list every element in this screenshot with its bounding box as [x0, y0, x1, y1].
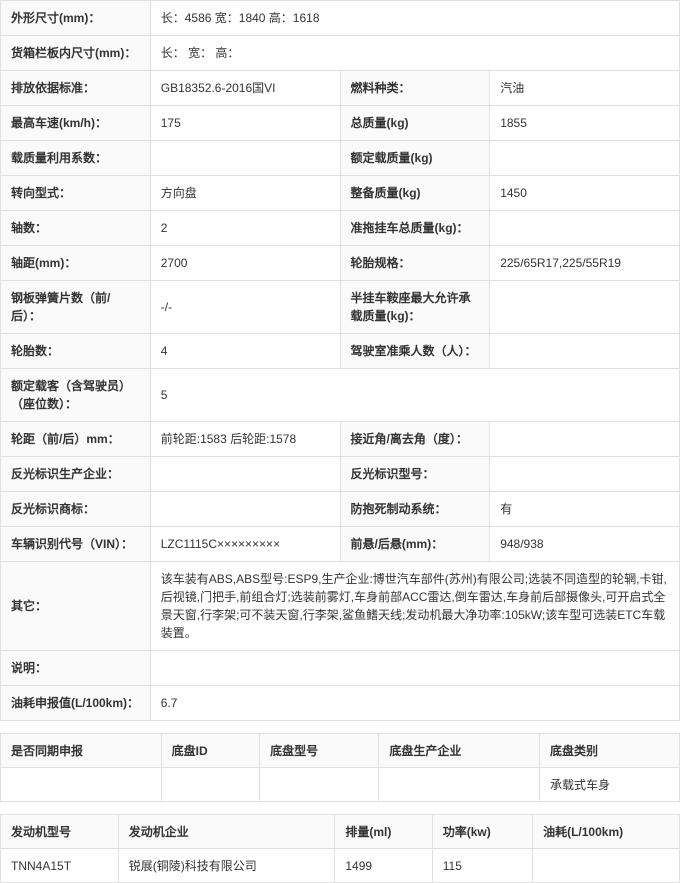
- chassis-v2: [161, 768, 259, 802]
- engine-h2: 发动机企业: [118, 815, 335, 849]
- approach-label: 接近角/离去角（度）：: [340, 422, 490, 457]
- reflectmfr-val: [150, 457, 340, 492]
- tirecount-label: 轮胎数：: [1, 334, 151, 369]
- steering-val: 方向盘: [150, 176, 340, 211]
- chassis-table: 是否同期申报 底盘ID 底盘型号 底盘生产企业 底盘类别 承载式车身: [0, 733, 680, 802]
- fuel-val: 汽油: [490, 71, 680, 106]
- engine-h4: 功率(kw): [432, 815, 532, 849]
- ratedpax-val: 5: [150, 369, 679, 422]
- dim-label: 外形尺寸(mm)：: [1, 1, 151, 36]
- cargo-label: 货箱栏板内尺寸(mm)：: [1, 36, 151, 71]
- engine-v3: 1499: [335, 849, 432, 883]
- track-label: 轮距（前/后）mm：: [1, 422, 151, 457]
- emission-val: GB18352.6-2016国VI: [150, 71, 340, 106]
- vin-label: 车辆识别代号（VIN）：: [1, 527, 151, 562]
- cabseats-val: [490, 334, 680, 369]
- overhang-val: 948/938: [490, 527, 680, 562]
- tirespec-label: 轮胎规格：: [340, 246, 490, 281]
- track-val: 前轮距:1583 后轮距:1578: [150, 422, 340, 457]
- cargo-val: 长： 宽： 高：: [150, 36, 679, 71]
- reflecttm-val: [150, 492, 340, 527]
- cabseats-label: 驾驶室准乘人数（人）：: [340, 334, 490, 369]
- maxspeed-label: 最高车速(km/h)：: [1, 106, 151, 141]
- ratedload-label: 额定载质量(kg): [340, 141, 490, 176]
- fuelcons-label: 油耗申报值(L/100km)：: [1, 686, 151, 721]
- saddle-label: 半挂车鞍座最大允许承载质量(kg)：: [340, 281, 490, 334]
- vehicle-spec-table: 外形尺寸(mm)： 长：4586 宽：1840 高：1618 货箱栏板内尺寸(m…: [0, 0, 680, 721]
- approach-val: [490, 422, 680, 457]
- other-label: 其它：: [1, 562, 151, 651]
- other-val: 该车装有ABS,ABS型号:ESP9,生产企业:博世汽车部件(苏州)有限公司;选…: [150, 562, 679, 651]
- chassis-v3: [260, 768, 379, 802]
- overhang-label: 前悬/后悬(mm)：: [340, 527, 490, 562]
- fuel-label: 燃料种类：: [340, 71, 490, 106]
- remark-val: [150, 651, 679, 686]
- engine-h5: 油耗(L/100km): [533, 815, 680, 849]
- totalmass-val: 1855: [490, 106, 680, 141]
- loadratio-label: 载质量利用系数：: [1, 141, 151, 176]
- chassis-h1: 是否同期申报: [1, 734, 162, 768]
- wheelbase-val: 2700: [150, 246, 340, 281]
- remark-label: 说明：: [1, 651, 151, 686]
- axles-label: 轴数：: [1, 211, 151, 246]
- engine-table: 发动机型号 发动机企业 排量(ml) 功率(kw) 油耗(L/100km) TN…: [0, 814, 680, 883]
- totalmass-label: 总质量(kg): [340, 106, 490, 141]
- engine-v2: 锐展(铜陵)科技有限公司: [118, 849, 335, 883]
- saddle-val: [490, 281, 680, 334]
- abs-label: 防抱死制动系统：: [340, 492, 490, 527]
- chassis-h4: 底盘生产企业: [379, 734, 540, 768]
- tirespec-val: 225/65R17,225/55R19: [490, 246, 680, 281]
- chassis-h3: 底盘型号: [260, 734, 379, 768]
- curbmass-val: 1450: [490, 176, 680, 211]
- loadratio-val: [150, 141, 340, 176]
- engine-v4: 115: [432, 849, 532, 883]
- fuelcons-val: 6.7: [150, 686, 679, 721]
- steering-label: 转向型式：: [1, 176, 151, 211]
- trailermass-val: [490, 211, 680, 246]
- reflectmodel-label: 反光标识型号：: [340, 457, 490, 492]
- tirecount-val: 4: [150, 334, 340, 369]
- vin-val: LZC1115C×××××××××: [150, 527, 340, 562]
- chassis-h5: 底盘类别: [540, 734, 680, 768]
- abs-val: 有: [490, 492, 680, 527]
- reflectmodel-val: [490, 457, 680, 492]
- dim-val: 长：4586 宽：1840 高：1618: [150, 1, 679, 36]
- ratedpax-label: 额定载客（含驾驶员）（座位数）：: [1, 369, 151, 422]
- curbmass-label: 整备质量(kg): [340, 176, 490, 211]
- engine-v1: TNN4A15T: [1, 849, 119, 883]
- reflecttm-label: 反光标识商标：: [1, 492, 151, 527]
- engine-h3: 排量(ml): [335, 815, 432, 849]
- wheelbase-label: 轴距(mm)：: [1, 246, 151, 281]
- leafspring-val: -/-: [150, 281, 340, 334]
- axles-val: 2: [150, 211, 340, 246]
- engine-h1: 发动机型号: [1, 815, 119, 849]
- engine-v5: [533, 849, 680, 883]
- trailermass-label: 准拖挂车总质量(kg)：: [340, 211, 490, 246]
- maxspeed-val: 175: [150, 106, 340, 141]
- leafspring-label: 钢板弹簧片数（前/后）：: [1, 281, 151, 334]
- chassis-v4: [379, 768, 540, 802]
- reflectmfr-label: 反光标识生产企业：: [1, 457, 151, 492]
- chassis-h2: 底盘ID: [161, 734, 259, 768]
- emission-label: 排放依据标准：: [1, 71, 151, 106]
- ratedload-val: [490, 141, 680, 176]
- chassis-v5: 承载式车身: [540, 768, 680, 802]
- chassis-v1: [1, 768, 162, 802]
